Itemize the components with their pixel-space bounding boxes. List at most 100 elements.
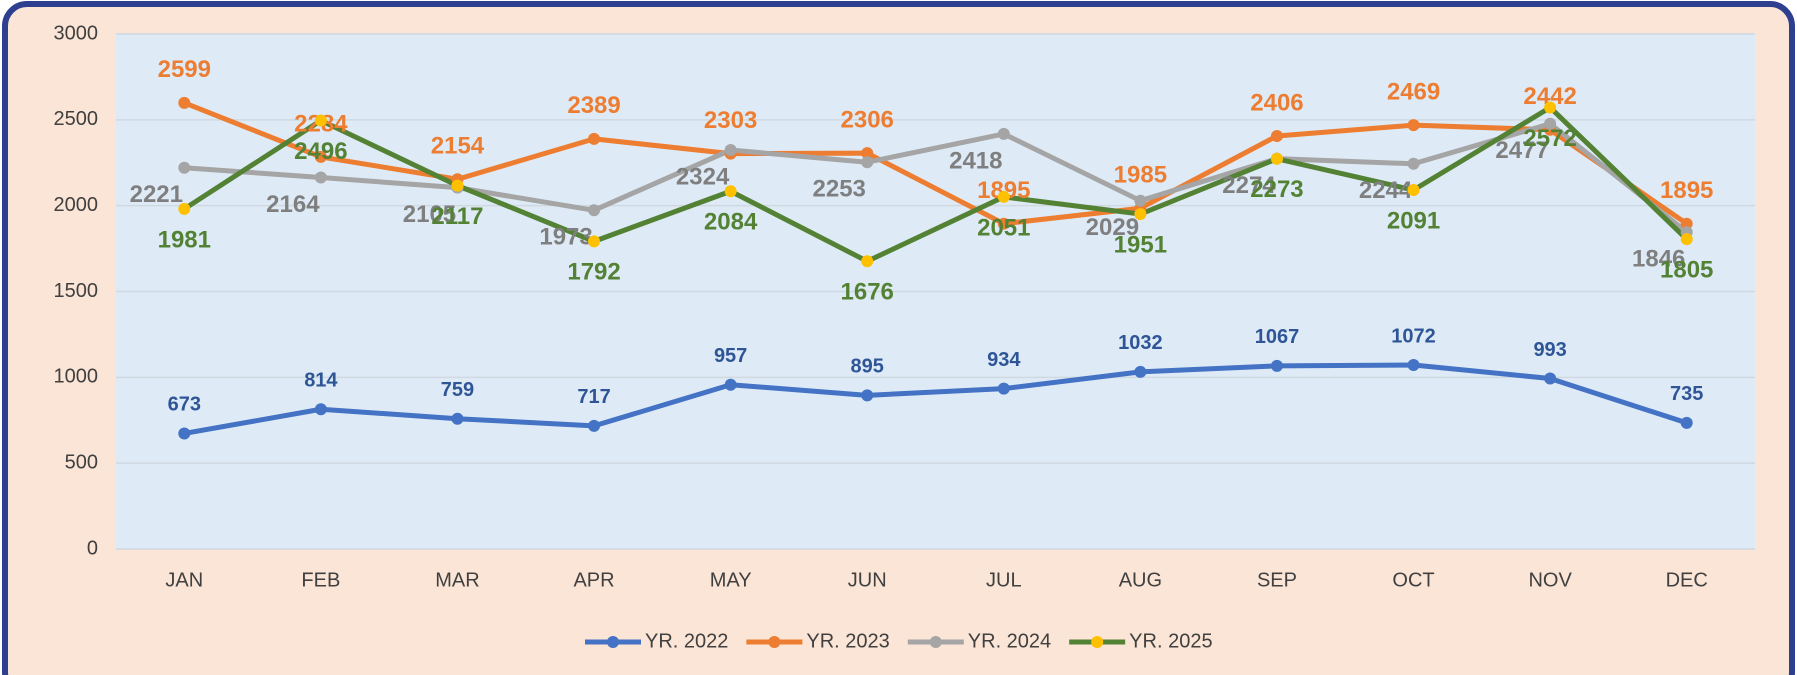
data-label: 735 [1670,383,1703,405]
data-label: 1676 [841,279,894,306]
point [314,403,327,416]
data-label: 2389 [567,92,620,119]
x-tick-label: JUN [848,569,887,591]
legend-marker [607,636,619,648]
legend-label: YR. 2025 [1129,630,1212,652]
data-label: 2496 [294,138,347,165]
data-label: 1985 [1114,162,1167,189]
data-label: 2599 [158,56,211,83]
point [1407,157,1420,170]
point [1407,119,1420,132]
data-label: 673 [168,394,201,416]
data-label: 2029 [1086,214,1139,241]
x-tick-label: DEC [1666,569,1708,591]
y-tick-label: 2500 [54,108,99,130]
data-label: 1032 [1118,332,1163,354]
y-tick-label: 1500 [54,280,99,302]
data-label: 2105 [403,201,456,228]
legend-marker [768,636,781,648]
point [861,156,874,169]
data-label: 2221 [130,181,183,208]
y-tick-label: 3000 [54,22,99,44]
point [314,171,327,184]
x-tick-label: MAY [710,569,752,591]
series-line [182,104,1689,264]
point [861,147,874,160]
point [178,161,191,174]
x-tick-label: NOV [1528,569,1572,591]
point [1407,358,1420,371]
point [588,419,601,432]
y-tick-label: 500 [65,451,98,473]
point [178,427,191,440]
data-label: 2274 [1222,172,1276,199]
point [1544,117,1557,130]
point [1134,208,1147,221]
point [451,412,464,425]
y-tick-label: 0 [87,537,98,559]
point [997,190,1010,203]
data-label: 2418 [949,147,1002,174]
data-label: 2154 [431,133,485,160]
point [861,255,874,268]
data-label: 2273 [1250,176,1303,203]
data-label: 2164 [266,191,320,218]
legend-label: YR. 2024 [968,630,1051,652]
point [997,127,1010,140]
series-line [183,362,1688,436]
point [178,202,191,215]
x-tick-label: JUL [986,569,1022,591]
data-label: 1951 [1114,231,1167,258]
data-label: 1805 [1660,256,1713,283]
point [1680,233,1693,246]
point [724,185,737,198]
point [1270,129,1283,142]
series-line [184,121,1689,235]
data-label: 993 [1533,339,1566,361]
data-label: 1973 [539,224,592,251]
x-tick-label: SEP [1257,569,1297,591]
data-label: 2117 [431,203,483,230]
data-label: 2051 [977,214,1030,241]
point [588,235,601,248]
x-tick-label: APR [573,569,614,591]
point [588,204,601,217]
x-tick-label: OCT [1392,569,1434,591]
x-tick-label: MAR [435,569,479,591]
point [314,150,327,163]
data-label: 1846 [1632,245,1685,272]
point [1544,372,1557,385]
point [1270,359,1283,372]
y-tick-label: 2000 [54,194,99,216]
point [1270,152,1283,165]
data-label: 2406 [1250,89,1303,116]
point [1134,365,1147,378]
data-label: 2324 [676,163,730,190]
point [588,132,601,145]
point [314,114,327,127]
legend-label: YR. 2023 [806,630,889,652]
x-tick-label: JAN [165,569,203,591]
point [1544,101,1557,114]
y-tick-label: 1000 [54,366,99,388]
point [1407,184,1420,197]
legend-marker [1091,636,1104,648]
point [1134,194,1147,207]
point [861,389,874,402]
point [724,144,737,157]
point [1680,217,1693,230]
data-label: 2306 [841,106,894,133]
data-label: 2469 [1387,78,1440,105]
data-label: 1981 [158,226,211,253]
data-label: 957 [714,345,747,367]
legend-label: YR. 2022 [645,630,728,652]
data-label: 2253 [813,176,866,203]
data-label: 2477 [1495,137,1548,164]
point [997,382,1010,395]
data-label: 2572 [1523,125,1576,152]
data-label: 2084 [704,209,758,236]
data-label: 717 [577,386,610,408]
data-label: 934 [987,349,1021,371]
point [451,179,464,192]
